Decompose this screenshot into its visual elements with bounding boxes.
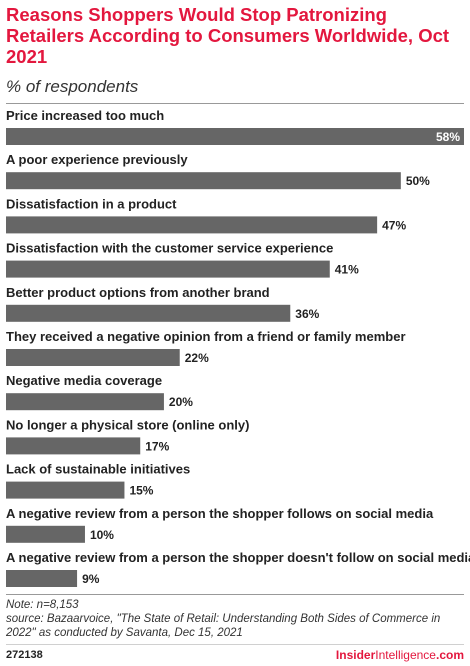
- footer-divider: [6, 644, 464, 645]
- chart-id: 272138: [6, 649, 43, 661]
- category-label: Better product options from another bran…: [6, 285, 270, 300]
- brand-logo[interactable]: InsiderIntelligence.com: [336, 648, 464, 662]
- category-label: A negative review from a person the shop…: [6, 550, 470, 565]
- top-divider: [6, 103, 464, 104]
- notes-divider: [6, 594, 464, 595]
- value-label: 17%: [145, 439, 169, 453]
- bar: [6, 216, 378, 234]
- category-label: Lack of sustainable initiatives: [6, 462, 190, 477]
- brand-bold: Insider: [335, 648, 376, 662]
- value-label: 20%: [169, 395, 193, 409]
- value-label: 58%: [436, 130, 460, 144]
- bar: [6, 304, 291, 322]
- bar: [6, 260, 330, 278]
- brand-thin: Intelligence: [375, 648, 436, 662]
- bar: [6, 570, 78, 587]
- category-label: Dissatisfaction in a product: [6, 196, 177, 211]
- bar: [6, 393, 164, 411]
- category-label: A poor experience previously: [6, 152, 188, 167]
- value-label: 36%: [295, 307, 319, 321]
- value-label: 50%: [406, 174, 430, 188]
- source-text: source: Bazaarvoice, "The State of Retai…: [6, 613, 441, 639]
- chart-title: Reasons Shoppers Would Stop Patronizing …: [6, 4, 450, 67]
- category-label: Dissatisfaction with the customer servic…: [6, 241, 333, 256]
- value-label: 41%: [335, 263, 359, 277]
- bar: [6, 172, 401, 190]
- category-label: No longer a physical store (online only): [6, 417, 249, 432]
- bar: [6, 349, 180, 366]
- category-label: Negative media coverage: [6, 373, 162, 388]
- value-label: 47%: [382, 218, 406, 232]
- chart-notes: Note: n=8,153 source: Bazaarvoice, "The …: [6, 598, 466, 640]
- value-label: 22%: [185, 351, 209, 365]
- value-label: 15%: [129, 484, 153, 498]
- note-text: Note: n=8,153: [6, 599, 79, 611]
- category-label: Price increased too much: [6, 108, 164, 123]
- bar: [6, 437, 141, 455]
- value-label: 9%: [82, 572, 100, 586]
- bar: [6, 525, 85, 543]
- category-label: They received a negative opinion from a …: [6, 329, 406, 344]
- value-label: 10%: [90, 528, 114, 542]
- chart-subtitle: % of respondents: [6, 77, 139, 96]
- brand-tail: .com: [435, 648, 464, 662]
- category-label: A negative review from a person the shop…: [6, 506, 434, 521]
- bar-chart: Price increased too much 58% A poor experi…: [6, 108, 470, 587]
- bar: [6, 128, 464, 145]
- bar: [6, 481, 125, 499]
